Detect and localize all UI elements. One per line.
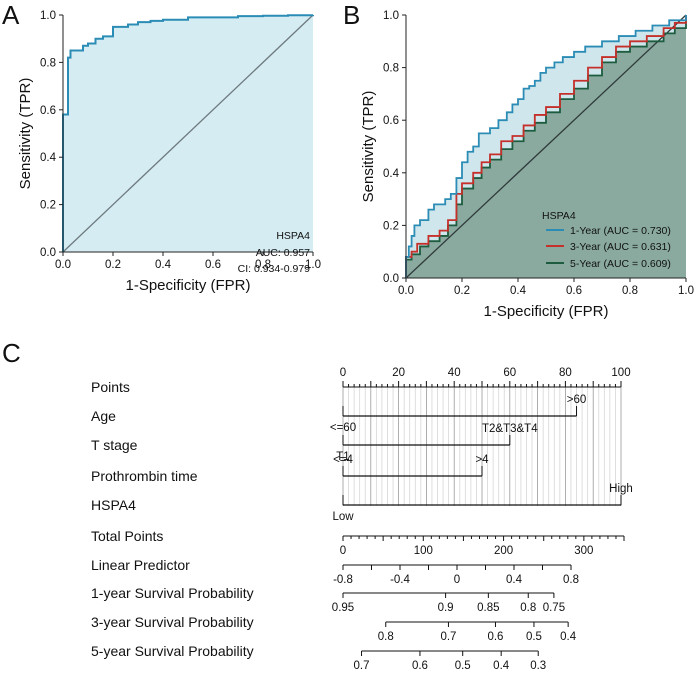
- y-tick-label: 0.6: [40, 105, 56, 117]
- s1-tick-label: 0.95: [332, 602, 354, 614]
- linear-predictor-tick-label: 0: [454, 574, 460, 586]
- age-right-label: >60: [567, 394, 587, 406]
- linear-predictor-tick-label: 0.4: [506, 574, 523, 586]
- x-axis-title: 1-Specificity (FPR): [125, 277, 250, 294]
- s5-tick-label: 0.6: [412, 660, 428, 672]
- y-tick-label: 0.8: [383, 63, 399, 75]
- s1-tick-label: 0.8: [520, 602, 536, 614]
- roc-curve-3-year: [405, 15, 687, 278]
- s5-tick-label: 0.5: [455, 660, 471, 672]
- s3-tick-label: 0.4: [560, 631, 577, 643]
- row-label-age: Age: [91, 408, 116, 424]
- total-points-tick-label: 0: [340, 545, 346, 557]
- row-label-s3: 3-year Survival Probability: [91, 614, 254, 630]
- x-tick-label: 0.4: [510, 285, 527, 297]
- hspa4-left-label: Low: [332, 511, 354, 523]
- linear-predictor-tick-label: 0.8: [563, 574, 579, 586]
- s5-tick-label: 0.3: [530, 660, 546, 672]
- y-tick-label: 0.4: [40, 152, 57, 164]
- row-label-total: Total Points: [91, 528, 163, 544]
- y-tick-label: 0.0: [383, 273, 399, 285]
- panel-letter-b: B: [343, 0, 360, 30]
- reference-diagonal: [62, 14, 314, 253]
- points-tick-label: 40: [448, 367, 461, 379]
- tstage-right-label: T2&T3&T4: [482, 423, 538, 435]
- age-left-label: <=60: [330, 422, 356, 434]
- x-tick-label: 0.0: [55, 259, 71, 271]
- x-tick-label: 0.8: [622, 285, 638, 297]
- pt-right-label: >4: [475, 454, 489, 466]
- linear-predictor-tick-label: -0.8: [333, 574, 353, 586]
- y-tick-label: 0.2: [40, 200, 56, 212]
- s1-tick-label: 0.75: [543, 602, 565, 614]
- x-tick-label: 0.4: [155, 259, 172, 271]
- roc-chart-b: 0.0 0.2 0.4 0.6 0.8 1.0 0.0 0.2 0.4 0.6 0.8 1.0 1-Sp…: [360, 10, 694, 320]
- x-tick-label: 0.6: [566, 285, 582, 297]
- y-tick-label: 0.4: [383, 168, 400, 180]
- x-tick-label: 0.2: [105, 259, 121, 271]
- row-label-lp: Linear Predictor: [91, 557, 190, 573]
- pt-left-label: <=4: [333, 454, 353, 466]
- s5-tick-label: 0.4: [493, 660, 510, 672]
- panel-letter-c: C: [2, 338, 21, 368]
- points-tick-label: 0: [340, 367, 346, 379]
- tstage-left-label: T1: [336, 451, 349, 463]
- s3-tick-label: 0.5: [526, 631, 542, 643]
- total-points-tick-label: 100: [414, 545, 433, 557]
- s3-tick-label: 0.6: [487, 631, 503, 643]
- y-tick-label: 0.6: [383, 115, 399, 127]
- hspa4-right-label: High: [609, 483, 633, 495]
- reference-diagonal: [405, 14, 687, 279]
- y-tick-label: 0.2: [383, 220, 399, 232]
- x-tick-label: 0.0: [398, 285, 414, 297]
- y-tick-label: 0.8: [40, 57, 56, 69]
- row-label-pt: Prothrombin time: [91, 468, 198, 484]
- legend-title: HSPA4: [542, 210, 576, 222]
- s3-tick-label: 0.8: [378, 631, 394, 643]
- total-points-tick-label: 300: [574, 545, 593, 557]
- row-label-hspa4: HSPA4: [91, 497, 136, 513]
- x-tick-label: 0.8: [255, 259, 271, 271]
- nomogram: Points Age T stage Prothrombin time HSPA4 Tot…: [91, 367, 633, 672]
- x-tick-label: 0.6: [205, 259, 221, 271]
- x-tick-label: 0.2: [454, 285, 470, 297]
- roc-curve-1-year: [405, 15, 687, 278]
- legend-title: HSPA4: [276, 230, 310, 242]
- row-label-s1: 1-year Survival Probability: [91, 585, 254, 601]
- panel-letter-a: A: [2, 0, 20, 30]
- x-tick-label: 1.0: [305, 259, 321, 271]
- x-axis-title: 1-Specificity (FPR): [483, 303, 608, 320]
- points-tick-label: 80: [559, 367, 572, 379]
- y-axis-title: Sensitivity (TPR): [17, 78, 34, 190]
- points-tick-label: 20: [392, 367, 405, 379]
- y-axis-title: Sensitivity (TPR): [360, 91, 377, 203]
- legend-ci: CI: 0.934-0.979: [238, 263, 311, 275]
- row-label-points: Points: [91, 379, 130, 395]
- total-points-tick-label: 200: [494, 545, 513, 557]
- y-tick-label: 1.0: [40, 10, 56, 22]
- roc-curve-5-year: [405, 15, 687, 278]
- s3-tick-label: 0.7: [440, 631, 456, 643]
- points-tick-label: 60: [503, 367, 516, 379]
- y-tick-label: 0.0: [40, 247, 56, 259]
- s1-tick-label: 0.85: [477, 602, 499, 614]
- y-tick-label: 1.0: [383, 10, 399, 22]
- legend-auc: AUC: 0.957: [256, 247, 310, 259]
- s1-tick-label: 0.9: [438, 602, 454, 614]
- x-tick-label: 1.0: [678, 285, 694, 297]
- points-tick-label: 100: [611, 367, 630, 379]
- row-label-tstage: T stage: [91, 437, 138, 453]
- roc-chart-a: 0.0 0.2 0.4 0.6 0.8 1.0 0.0 0.2 0.4 0.6 0.8 1.0 1-Sp…: [17, 10, 321, 294]
- row-label-s5: 5-year Survival Probability: [91, 643, 254, 659]
- roc-curve-hspa4: [62, 14, 314, 252]
- legend-entry: 5-Year (AUC = 0.609): [570, 258, 671, 270]
- linear-predictor-tick-label: -0.4: [390, 574, 410, 586]
- s5-tick-label: 0.7: [354, 660, 370, 672]
- legend-entry: 1-Year (AUC = 0.730): [570, 225, 671, 237]
- legend-entry: 3-Year (AUC = 0.631): [570, 241, 671, 253]
